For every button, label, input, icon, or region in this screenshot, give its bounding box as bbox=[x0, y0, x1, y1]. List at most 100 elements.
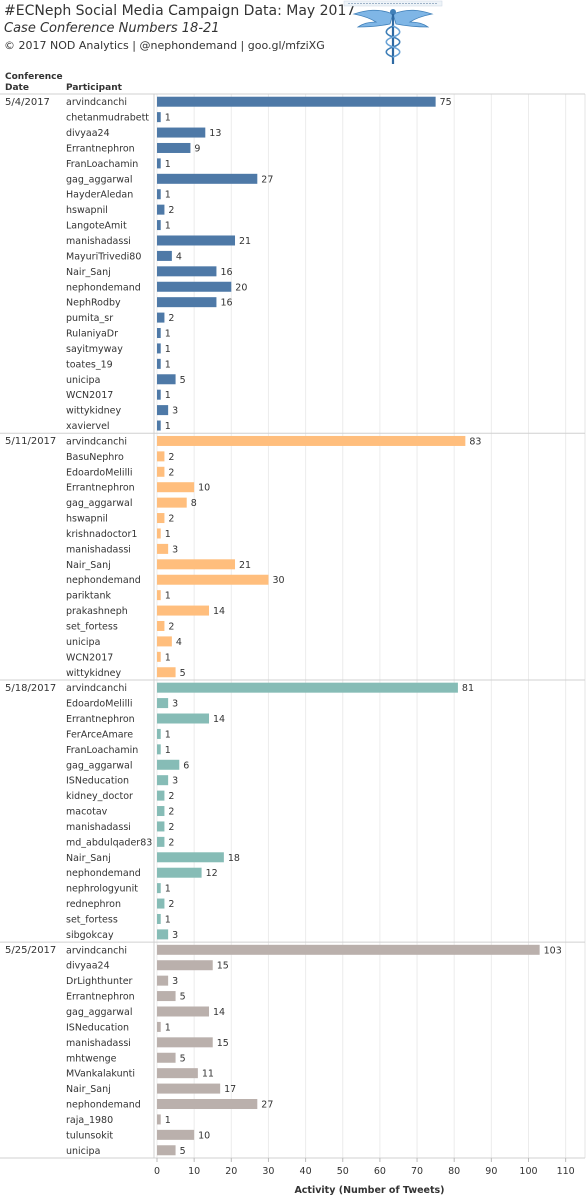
participant-label: MVankalakunti bbox=[66, 1069, 135, 1080]
participant-label: MayuriTrivedi80 bbox=[66, 251, 141, 262]
header: #ECNeph Social Media Campaign Data: May … bbox=[0, 0, 587, 66]
participant-label: gag_aggarwal bbox=[66, 760, 132, 771]
bar bbox=[157, 343, 161, 354]
bar bbox=[157, 1037, 213, 1048]
participant-label: manishadassi bbox=[66, 236, 131, 247]
bar bbox=[157, 1052, 176, 1063]
bar bbox=[157, 883, 161, 894]
bar-value-label: 15 bbox=[217, 961, 229, 972]
bar bbox=[157, 127, 206, 138]
bar-value-label: 2 bbox=[168, 452, 174, 463]
bar-value-label: 20 bbox=[235, 282, 247, 293]
bar-value-label: 6 bbox=[183, 760, 189, 771]
bar-value-label: 21 bbox=[239, 560, 251, 571]
bar bbox=[157, 713, 210, 724]
participant-label: kidney_doctor bbox=[66, 791, 133, 802]
bar-value-label: 2 bbox=[168, 514, 174, 525]
participant-label: unicipa bbox=[66, 637, 100, 648]
bar-value-label: 103 bbox=[544, 945, 562, 956]
participant-label: divyaa24 bbox=[66, 961, 110, 972]
bar-value-label: 12 bbox=[206, 868, 218, 879]
bar-value-label: 1 bbox=[165, 1022, 171, 1033]
x-tick-label: 20 bbox=[225, 1166, 237, 1177]
participant-label: rednephron bbox=[66, 899, 121, 910]
participant-label: mhtwenge bbox=[66, 1053, 117, 1064]
bar bbox=[157, 266, 217, 277]
participant-label: HayderAledan bbox=[66, 190, 133, 201]
participant-label: WCN2017 bbox=[66, 390, 113, 401]
bar bbox=[157, 204, 165, 215]
conference-date-label: 5/4/2017 bbox=[5, 97, 50, 108]
bar-value-label: 17 bbox=[224, 1084, 236, 1095]
conference-date-label: 5/11/2017 bbox=[5, 436, 56, 447]
bar-value-label: 1 bbox=[165, 652, 171, 663]
participant-label: manishadassi bbox=[66, 822, 131, 833]
bar bbox=[157, 374, 176, 385]
bar bbox=[157, 405, 169, 416]
caduceus-logo-icon bbox=[343, 0, 443, 64]
bar bbox=[157, 775, 169, 786]
bar bbox=[157, 698, 169, 709]
participant-label: Errantnephron bbox=[66, 714, 135, 725]
participant-label: ISNeducation bbox=[66, 776, 129, 787]
participant-label: krishnadoctor1 bbox=[66, 529, 137, 540]
bar-value-label: 1 bbox=[165, 591, 171, 602]
participant-label: nephondemand bbox=[66, 1100, 141, 1111]
bar bbox=[157, 559, 236, 570]
bar-value-label: 75 bbox=[440, 97, 452, 108]
bar bbox=[157, 389, 161, 400]
participant-label: sibgokcay bbox=[66, 930, 114, 941]
participant-label: gag_aggarwal bbox=[66, 174, 132, 185]
bar-value-label: 4 bbox=[176, 637, 182, 648]
participant-label: wittykidney bbox=[66, 668, 122, 679]
bar-value-label: 3 bbox=[172, 976, 178, 987]
participant-label: hswapnil bbox=[66, 514, 108, 525]
participant-label: arvindcanchi bbox=[66, 436, 127, 447]
conference-date-label: 5/25/2017 bbox=[5, 945, 56, 956]
bar bbox=[157, 636, 172, 647]
participant-label: nephondemand bbox=[66, 282, 141, 293]
bar-value-label: 8 bbox=[191, 498, 197, 509]
date-header-line2: Date bbox=[5, 83, 29, 93]
bar bbox=[157, 898, 165, 909]
participant-label: FerArceAmare bbox=[66, 729, 133, 740]
bar bbox=[157, 620, 165, 631]
bar bbox=[157, 435, 466, 446]
participant-label: LangoteAmit bbox=[66, 221, 127, 232]
participant-label: set_fortess bbox=[66, 621, 118, 632]
bar bbox=[157, 466, 165, 477]
bar bbox=[157, 728, 161, 739]
bar-value-label: 1 bbox=[165, 745, 171, 756]
bar bbox=[157, 991, 176, 1002]
bar bbox=[157, 651, 161, 662]
bar-value-label: 3 bbox=[172, 930, 178, 941]
participant-label: arvindcanchi bbox=[66, 945, 127, 956]
bar-value-label: 9 bbox=[194, 143, 200, 154]
bar bbox=[157, 158, 161, 169]
participant-label: pumita_sr bbox=[66, 313, 113, 324]
chart-title: #ECNeph Social Media Campaign Data: May … bbox=[4, 3, 356, 19]
participant-label: DrLighthunter bbox=[66, 976, 133, 987]
bar-value-label: 14 bbox=[213, 606, 225, 617]
bar-value-label: 2 bbox=[168, 467, 174, 478]
bar-value-label: 3 bbox=[172, 699, 178, 710]
bar bbox=[157, 667, 176, 678]
bar bbox=[157, 497, 187, 508]
bar bbox=[157, 1083, 221, 1094]
bar-value-label: 1 bbox=[165, 344, 171, 355]
participant-label: RulaniyaDr bbox=[66, 329, 118, 340]
x-tick-label: 90 bbox=[485, 1166, 497, 1177]
participant-label: arvindcanchi bbox=[66, 683, 127, 694]
bar bbox=[157, 574, 269, 585]
participant-label: ISNeducation bbox=[66, 1022, 129, 1033]
bar bbox=[157, 281, 232, 292]
bar bbox=[157, 312, 165, 323]
bar-value-label: 83 bbox=[469, 436, 481, 447]
bar-value-label: 1 bbox=[165, 729, 171, 740]
bar bbox=[157, 235, 236, 246]
bar bbox=[157, 220, 161, 231]
bar-value-label: 5 bbox=[180, 1053, 186, 1064]
bar bbox=[157, 189, 161, 200]
participant-label: raja_1980 bbox=[66, 1115, 113, 1126]
